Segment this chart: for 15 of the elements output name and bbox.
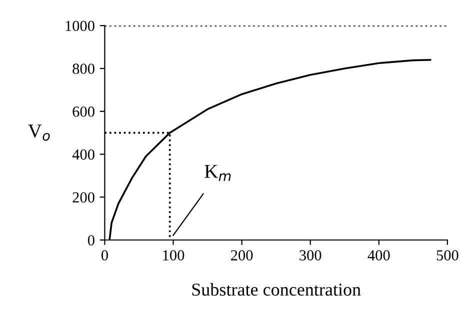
y-tick-label: 600 bbox=[72, 106, 94, 117]
x-tick-label: 100 bbox=[163, 250, 184, 260]
x-tick-label: 400 bbox=[368, 250, 390, 260]
x-tick-label: 300 bbox=[300, 250, 322, 260]
y-tick-label: 1000 bbox=[66, 20, 94, 32]
y-tick-label: 400 bbox=[72, 149, 94, 160]
y-tick-label: 200 bbox=[72, 192, 94, 203]
y-tick-label: 0 bbox=[88, 235, 94, 246]
x-axis-title: Substrate concentration bbox=[192, 283, 361, 296]
x-tick-label: 200 bbox=[231, 250, 253, 260]
x-tick-label: 0 bbox=[101, 250, 108, 260]
y-tick-label: 800 bbox=[72, 64, 94, 74]
annotation: K$_{m}$ bbox=[204, 164, 231, 181]
y-axis-title: V$_{o}$ bbox=[28, 124, 50, 141]
x-tick-label: 500 bbox=[436, 250, 458, 260]
